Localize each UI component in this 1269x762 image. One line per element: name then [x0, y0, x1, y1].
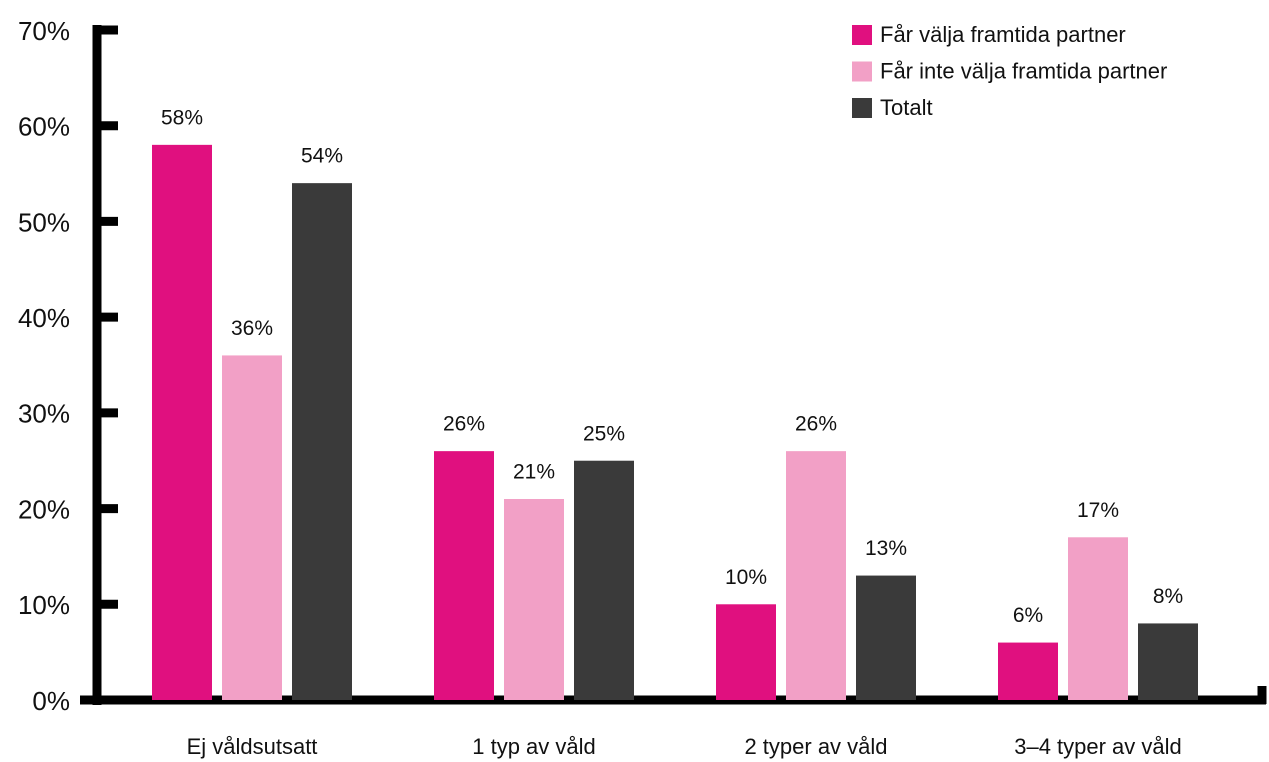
value-label: 36%: [231, 317, 273, 340]
value-label: 54%: [301, 145, 343, 168]
legend-swatch: [852, 25, 872, 45]
value-label: 13%: [865, 537, 907, 560]
y-tick-label: 40%: [18, 303, 70, 333]
legend-label: Får välja framtida partner: [880, 22, 1126, 47]
value-label: 17%: [1077, 499, 1119, 522]
legend-label: Får inte välja framtida partner: [880, 58, 1167, 83]
bar: [292, 183, 352, 701]
legend-swatch: [852, 61, 872, 82]
bar: [504, 499, 564, 700]
bar: [786, 451, 846, 700]
y-tick-label: 30%: [18, 399, 70, 429]
legend-swatch: [852, 98, 872, 118]
x-tick-label: Ej våldsutsatt: [187, 734, 318, 759]
y-tick-label: 10%: [18, 590, 70, 620]
bar: [716, 604, 776, 700]
y-tick-label: 50%: [18, 207, 70, 237]
y-tick-label: 60%: [18, 112, 70, 142]
value-label: 21%: [513, 461, 555, 484]
value-label: 10%: [725, 566, 767, 589]
bar: [1068, 537, 1128, 700]
bar: [998, 642, 1058, 700]
legend-label: Totalt: [880, 95, 933, 120]
y-tick-label: 70%: [18, 16, 70, 46]
value-label: 26%: [443, 413, 485, 436]
x-tick-label: 1 typ av våld: [472, 734, 596, 759]
value-label: 25%: [583, 422, 625, 445]
value-label: 58%: [161, 106, 203, 129]
bar: [434, 451, 494, 700]
value-label: 26%: [795, 413, 837, 436]
value-label: 6%: [1013, 604, 1043, 627]
bar: [222, 355, 282, 700]
y-tick-label: 0%: [32, 686, 70, 716]
x-tick-label: 2 typer av våld: [744, 734, 887, 759]
bar: [1138, 623, 1198, 700]
bar: [152, 144, 212, 700]
value-label: 8%: [1153, 585, 1183, 608]
y-tick-label: 20%: [18, 494, 70, 524]
bar: [574, 460, 634, 700]
bar: [856, 575, 916, 700]
x-tick-label: 3–4 typer av våld: [1014, 734, 1182, 759]
